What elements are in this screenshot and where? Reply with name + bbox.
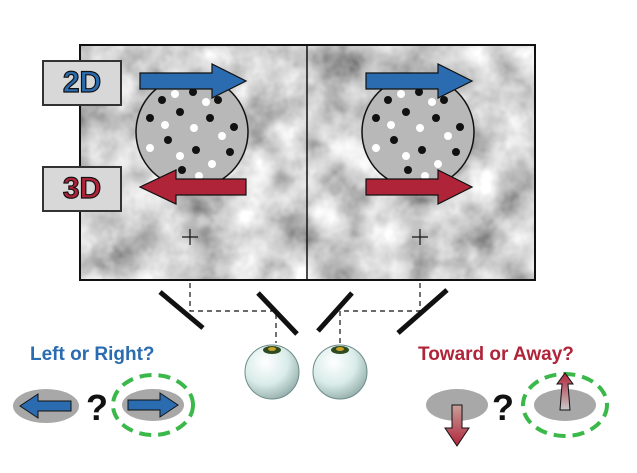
white-dots-left bbox=[146, 90, 226, 180]
fixation-cross-left bbox=[182, 229, 198, 245]
mirror-outer-right bbox=[396, 288, 449, 335]
toward-arrow-icon bbox=[556, 372, 574, 411]
fixation-cross-right bbox=[412, 229, 428, 245]
left-arrow-icon bbox=[19, 393, 72, 419]
black-dots-left bbox=[146, 88, 238, 174]
question-mark-right: ? bbox=[492, 387, 514, 428]
stereoscope-mirrors bbox=[158, 288, 449, 336]
optical-paths bbox=[189, 283, 421, 343]
mirror-outer-left bbox=[158, 290, 205, 330]
right-option bbox=[111, 373, 195, 437]
left-eye-image bbox=[135, 63, 249, 245]
away-option bbox=[426, 389, 488, 447]
two-d-label: 2D bbox=[42, 60, 122, 106]
two-d-arrow-right bbox=[365, 63, 474, 99]
right-arrow-icon bbox=[127, 392, 179, 418]
three-d-arrow-left bbox=[138, 169, 247, 205]
down-arrow-icon bbox=[444, 404, 470, 447]
left-right-question: Left or Right? bbox=[30, 344, 155, 365]
right-eye-image bbox=[361, 63, 475, 245]
question-mark-left: ? bbox=[86, 387, 108, 428]
mirror-inner-right bbox=[316, 291, 354, 333]
three-d-arrow-right bbox=[365, 169, 474, 205]
eyeball-icon bbox=[244, 344, 300, 400]
three-d-label: 3D bbox=[42, 166, 122, 212]
mirror-inner-left bbox=[256, 291, 299, 336]
two-d-arrow-left bbox=[139, 63, 248, 99]
toward-away-question: Toward or Away? bbox=[418, 344, 574, 365]
left-option bbox=[13, 389, 79, 423]
eyeball-icon bbox=[312, 344, 368, 400]
toward-option bbox=[521, 372, 609, 438]
black-dots-right bbox=[372, 88, 464, 174]
white-dots-right bbox=[372, 90, 452, 180]
